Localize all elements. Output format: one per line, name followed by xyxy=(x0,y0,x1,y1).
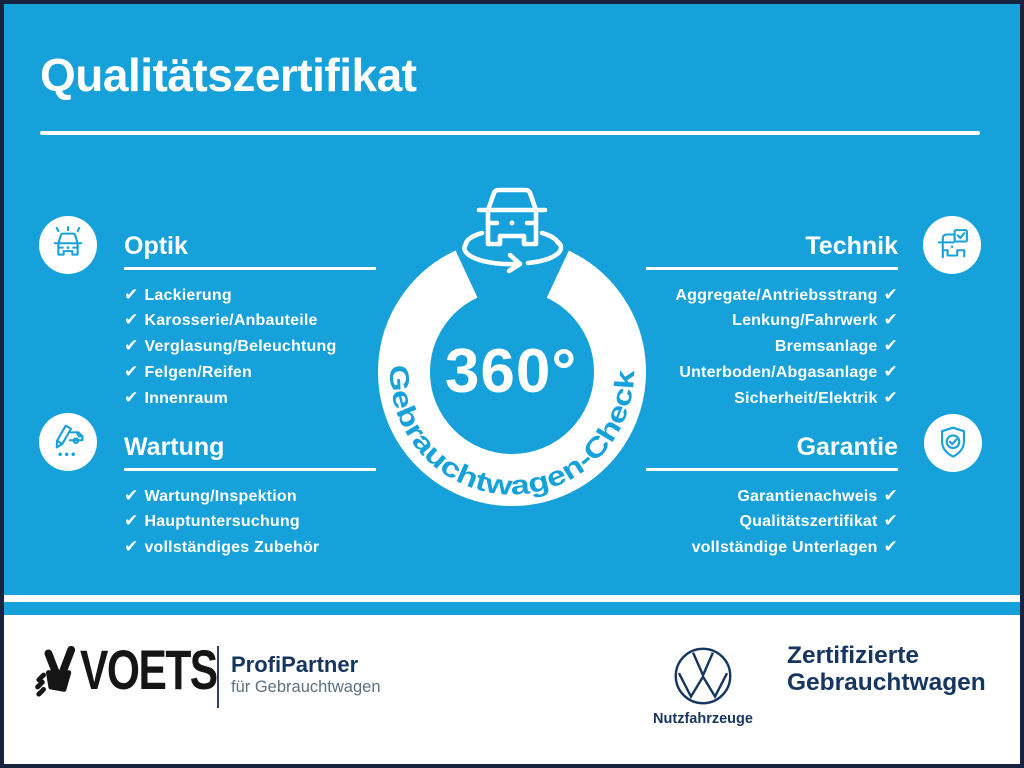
pencil-car-icon xyxy=(39,413,97,471)
badge-ring xyxy=(378,238,646,506)
check-item-label: vollständige Unterlagen xyxy=(691,539,878,557)
check-item: ✔ Karosserie/Anbauteile xyxy=(124,308,384,334)
shield-check-icon xyxy=(941,426,965,458)
check-list: Aggregate/Antriebsstrang ✔ Lenkung/Fahrwe… xyxy=(638,283,898,412)
certified-line-2: Gebrauchtwagen xyxy=(787,668,986,696)
section-title: Garantie xyxy=(796,433,898,461)
check-item: Bremsanlage ✔ xyxy=(638,334,898,360)
check-icon: ✔ xyxy=(883,336,898,356)
check-item-label: Hauptuntersuchung xyxy=(144,513,300,531)
car-shine-icon xyxy=(39,216,97,274)
check-icon: ✔ xyxy=(883,310,898,330)
check-item: ✔ Innenraum xyxy=(124,386,384,412)
car-360-rotation-icon xyxy=(462,187,564,274)
check-icon: ✔ xyxy=(124,310,139,330)
check-icon: ✔ xyxy=(124,284,139,304)
vw-brand-label: Nutzfahrzeuge xyxy=(653,711,753,727)
check-item-label: Lackierung xyxy=(144,286,232,304)
car-shine-icon xyxy=(53,226,83,256)
car-checklist-icon xyxy=(923,216,981,274)
check-icon: ✔ xyxy=(124,361,139,381)
certified-line-1: Zertifizierte xyxy=(787,642,920,669)
check-icon: ✔ xyxy=(124,511,139,531)
vw-logo-icon xyxy=(674,647,732,710)
section-divider xyxy=(646,267,898,270)
check-icon: ✔ xyxy=(883,361,898,381)
check-item-label: Sicherheit/Elektrik xyxy=(734,389,878,407)
badge-360-check: 360° Gebrauchtwagen-Check xyxy=(378,187,646,506)
check-item: ✔ Lackierung xyxy=(124,283,384,309)
check-icon: ✔ xyxy=(124,537,139,557)
section-wartung: Wartung ✔ Wartung/Inspektion ✔ Hauptunters… xyxy=(124,431,384,561)
section-title: Technik xyxy=(805,232,898,260)
check-icon: ✔ xyxy=(124,387,139,407)
section-title: Optik xyxy=(124,232,188,260)
certified-used-cars-label: Zertifizierte Gebrauchtwagen xyxy=(787,642,986,696)
check-item-label: Garantienachweis xyxy=(737,487,878,505)
check-icon: ✔ xyxy=(883,284,898,304)
check-icon: ✔ xyxy=(883,387,898,407)
partner-program-subtitle: für Gebrauchtwagen xyxy=(231,678,381,696)
title-divider xyxy=(40,131,980,135)
check-item: ✔ vollständiges Zubehör xyxy=(124,535,384,561)
check-item: vollständige Unterlagen ✔ xyxy=(638,535,898,561)
check-item: ✔ Verglasung/Beleuchtung xyxy=(124,334,384,360)
check-item: Lenkung/Fahrwerk ✔ xyxy=(638,308,898,334)
car-checklist-icon xyxy=(937,229,968,259)
check-item-label: Aggregate/Antriebsstrang xyxy=(675,286,878,304)
section-technik: Technik Aggregate/Antriebsstrang ✔ Lenkun… xyxy=(638,230,898,411)
vw-logo-icon xyxy=(674,647,732,705)
dealer-logo-voets: VOETS xyxy=(80,638,218,701)
check-item-label: Unterboden/Abgasanlage xyxy=(679,363,878,381)
check-item-label: Felgen/Reifen xyxy=(144,363,252,381)
check-item-label: Verglasung/Beleuchtung xyxy=(144,338,337,356)
check-item-label: Bremsanlage xyxy=(774,338,878,356)
page-title: Qualitätszertifikat xyxy=(40,49,417,101)
footer-divider xyxy=(217,646,219,708)
partner-program-title: ProfiPartner xyxy=(231,652,359,677)
check-item: Aggregate/Antriebsstrang ✔ xyxy=(638,283,898,309)
check-icon: ✔ xyxy=(883,485,898,505)
check-item: Garantienachweis ✔ xyxy=(638,484,898,510)
check-item: ✔ Hauptuntersuchung xyxy=(124,509,384,535)
check-item: Unterboden/Abgasanlage ✔ xyxy=(638,360,898,386)
blue-accent-strip xyxy=(0,602,1024,615)
check-item-label: Qualitätszertifikat xyxy=(739,513,878,531)
check-item: Sicherheit/Elektrik ✔ xyxy=(638,386,898,412)
check-item-label: Lenkung/Fahrwerk xyxy=(732,312,878,330)
check-list: ✔ Wartung/Inspektion ✔ Hauptuntersuchung ✔… xyxy=(124,484,384,561)
pencil-car-icon xyxy=(55,424,84,456)
check-item-label: vollständiges Zubehör xyxy=(144,539,320,557)
check-icon: ✔ xyxy=(883,537,898,557)
section-divider xyxy=(646,468,898,471)
section-divider xyxy=(124,468,376,471)
section-garantie: Garantie Garantienachweis ✔ Qualitätszert… xyxy=(638,431,898,561)
victory-hand-icon xyxy=(35,646,76,697)
footer-bar xyxy=(0,615,1024,768)
check-item: ✔ Felgen/Reifen xyxy=(124,360,384,386)
check-item: Qualitätszertifikat ✔ xyxy=(638,509,898,535)
check-list: ✔ Lackierung ✔ Karosserie/Anbauteile ✔ Verg… xyxy=(124,283,384,412)
check-list: Garantienachweis ✔ Qualitätszertifikat ✔ v… xyxy=(638,484,898,561)
check-item: ✔ Wartung/Inspektion xyxy=(124,484,384,510)
check-icon: ✔ xyxy=(124,485,139,505)
section-title: Wartung xyxy=(124,433,225,461)
shield-check-icon xyxy=(924,414,982,472)
section-divider xyxy=(124,267,376,270)
check-item-label: Innenraum xyxy=(144,389,229,407)
check-item-label: Wartung/Inspektion xyxy=(144,487,297,505)
section-optik: Optik ✔ Lackierung ✔ Karosserie/Anbauteile… xyxy=(124,230,384,411)
check-item-label: Karosserie/Anbauteile xyxy=(144,312,318,330)
check-icon: ✔ xyxy=(883,511,898,531)
badge-value: 360° xyxy=(445,337,577,406)
check-icon: ✔ xyxy=(124,336,139,356)
